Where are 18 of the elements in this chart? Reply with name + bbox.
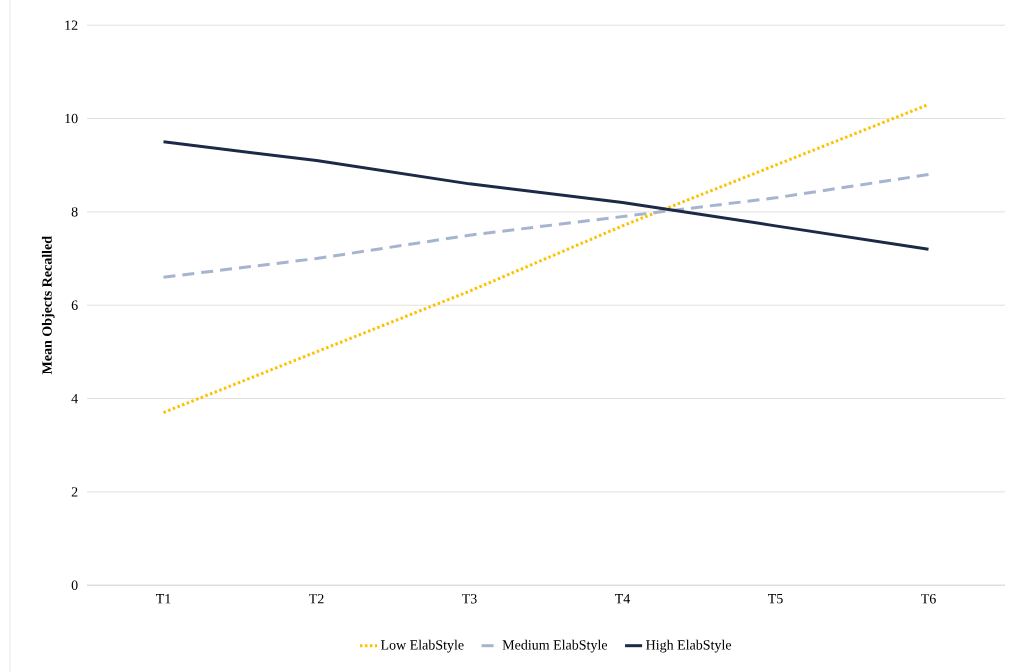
y-axis-title: Mean Objects Recalled (41, 235, 55, 374)
y-tick-label: 0 (71, 580, 78, 590)
legend-label: Low ElabStyle (380, 639, 464, 653)
y-tick-label: 4 (71, 393, 78, 403)
x-tick-label: T1 (155, 593, 171, 604)
x-tick-label: T2 (308, 593, 324, 604)
y-tick-label: 12 (65, 20, 78, 30)
legend-label: Medium ElabStyle (502, 639, 608, 653)
line-series (162, 140, 930, 251)
y-tick-label: 10 (65, 113, 78, 124)
x-tick-label: T4 (614, 593, 631, 604)
y-tick-label: 2 (71, 487, 78, 497)
y-tick-label: 8 (71, 206, 78, 217)
x-tick-label: T3 (461, 593, 477, 604)
y-tick-label: 6 (71, 300, 78, 310)
legend-label: High ElabStyle (646, 639, 732, 653)
x-tick-label: T6 (920, 593, 936, 604)
x-tick-label: T5 (767, 593, 783, 604)
